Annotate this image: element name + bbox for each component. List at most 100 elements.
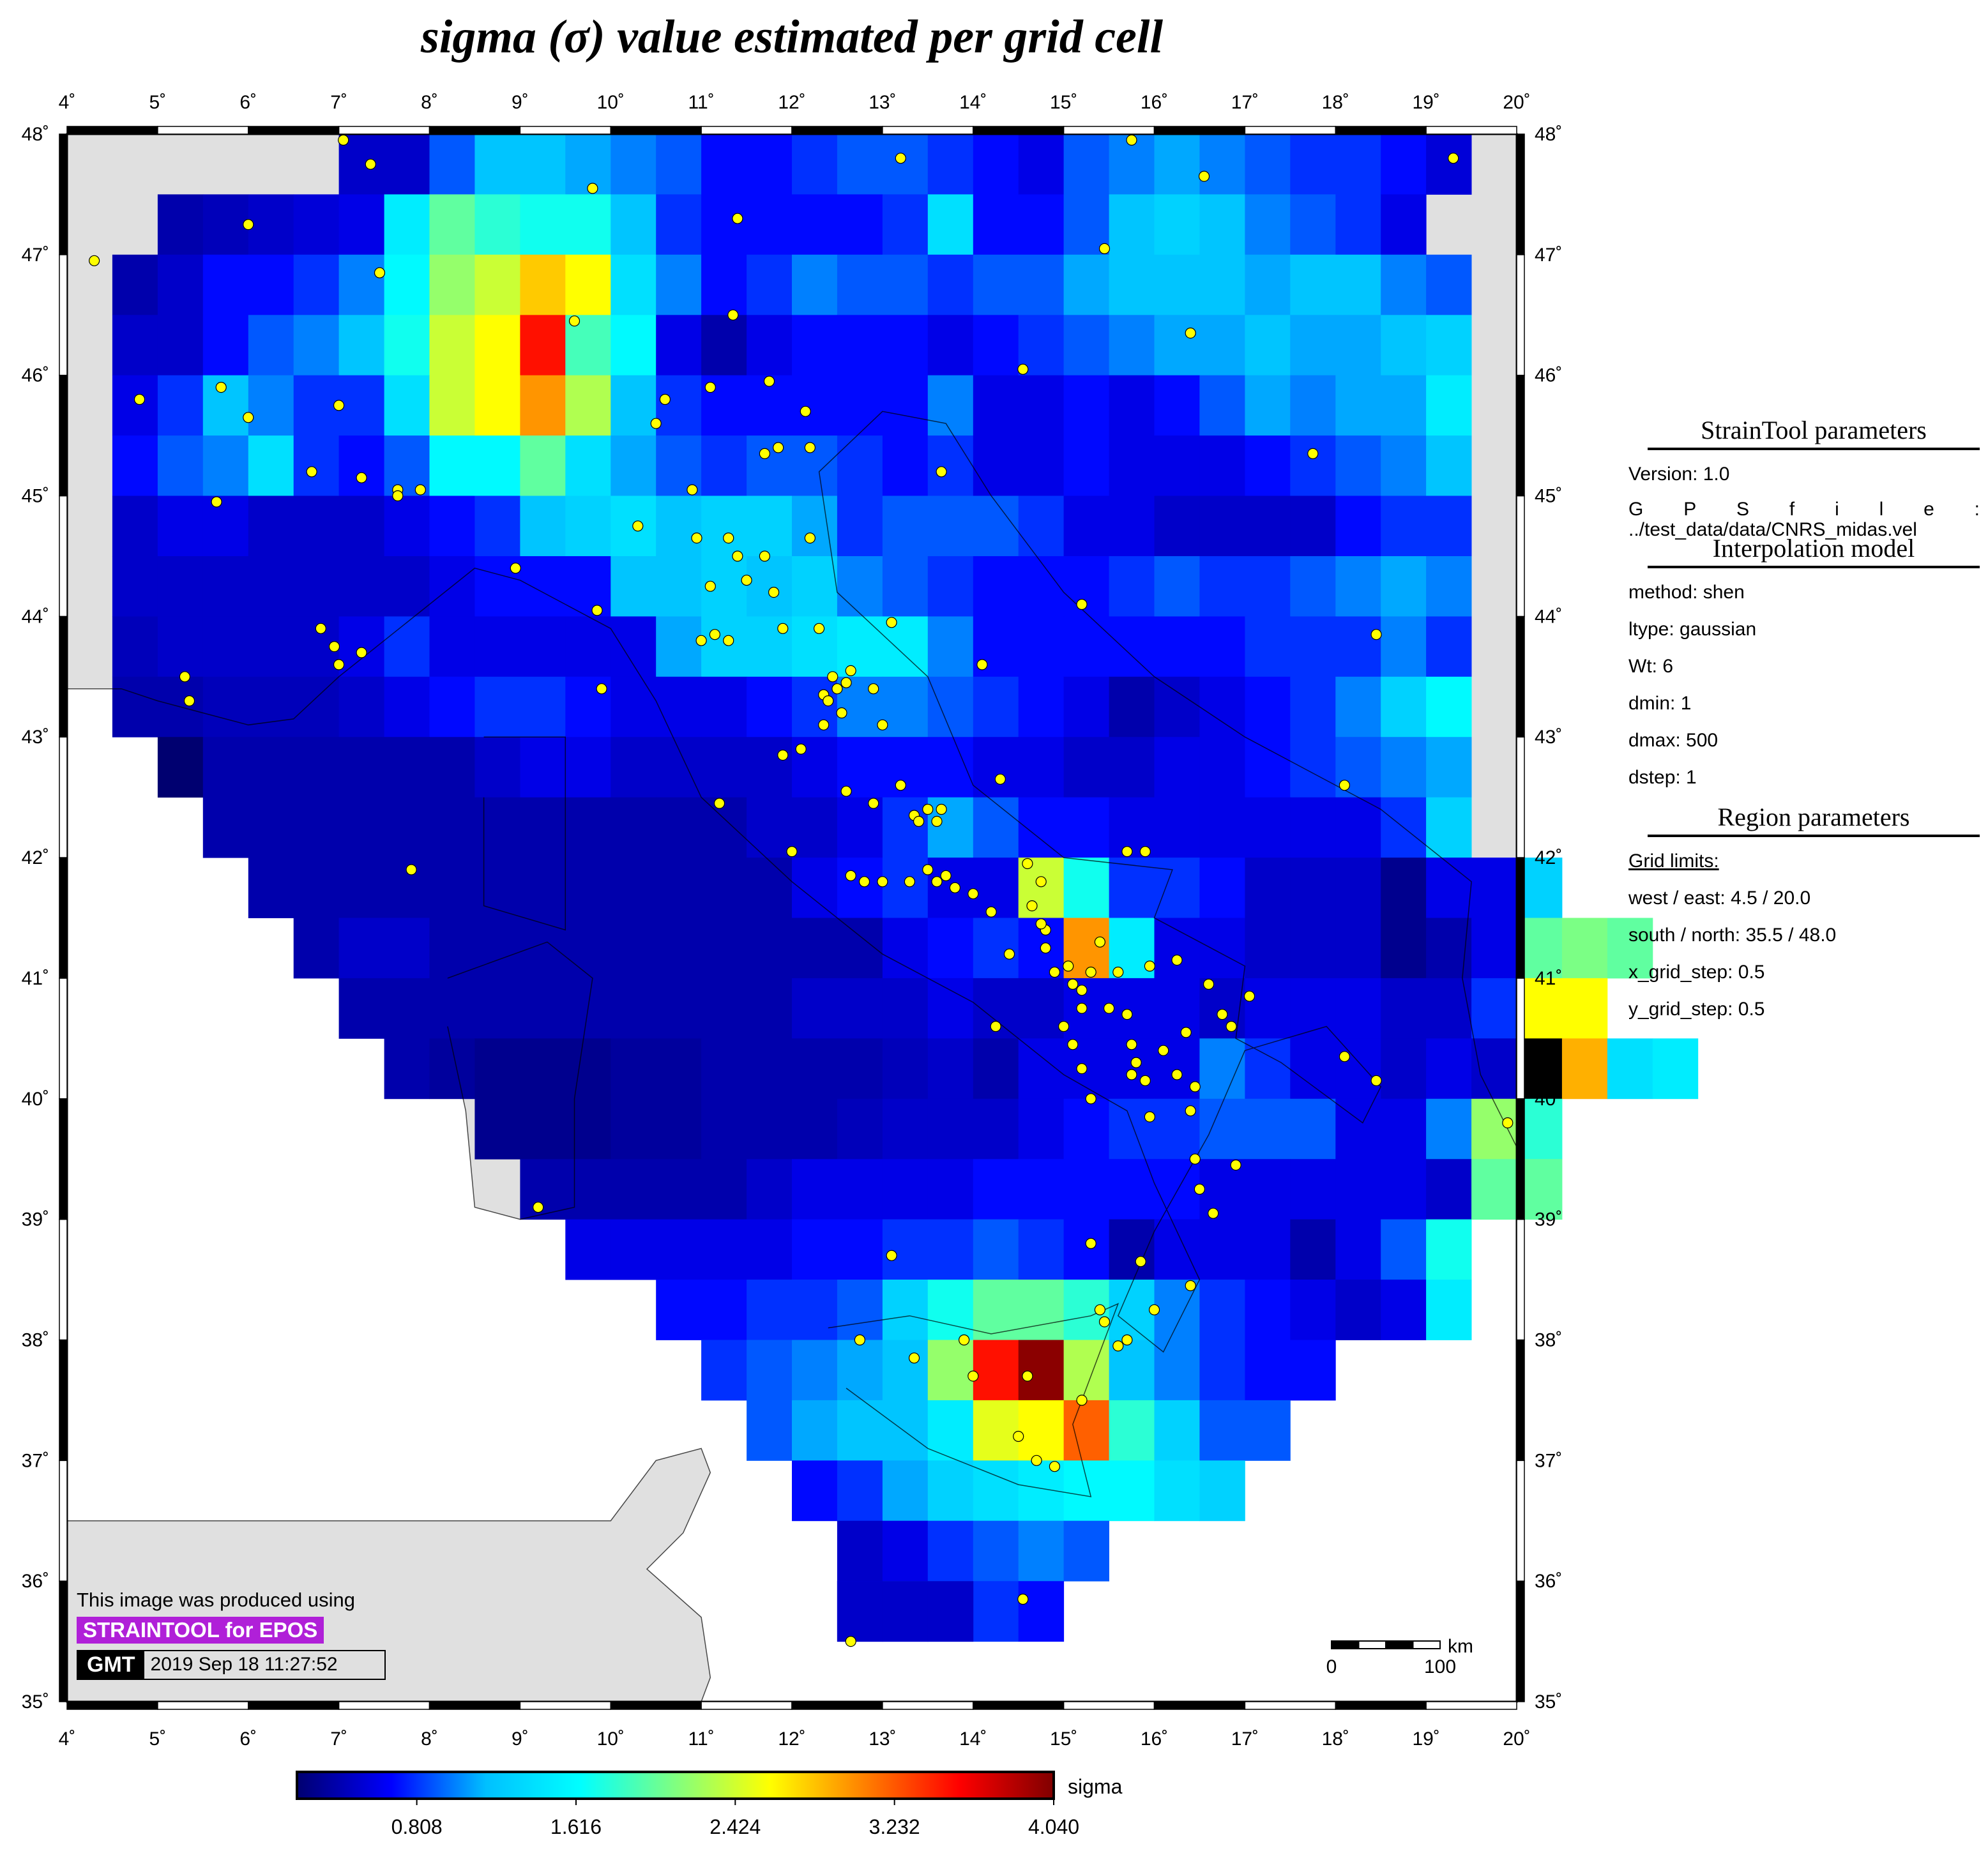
gps-station-marker xyxy=(768,586,780,598)
grid-cell xyxy=(611,797,656,858)
grid-cell xyxy=(973,918,1019,979)
grid-cell xyxy=(1063,737,1109,798)
grid-cell xyxy=(157,616,204,677)
grid-cell xyxy=(927,435,974,496)
frame-top-segment xyxy=(66,126,158,135)
grid-cell xyxy=(1426,1280,1472,1340)
gps-station-marker xyxy=(1003,948,1015,960)
grid-cell xyxy=(701,495,747,557)
grid-cell xyxy=(701,676,747,737)
gps-station-marker xyxy=(1144,1111,1156,1123)
lon-tick-label: 9˚ xyxy=(512,1728,529,1750)
gps-station-marker xyxy=(1103,1002,1115,1014)
grid-cell xyxy=(1109,1098,1155,1160)
grid-cell xyxy=(1290,616,1336,677)
grid-cell xyxy=(1381,737,1427,798)
grid-cell xyxy=(927,676,974,737)
lat-tick-label: 39˚ xyxy=(22,1209,49,1230)
gps-station-marker xyxy=(1339,1051,1350,1063)
gps-station-marker xyxy=(1076,985,1088,996)
grid-cell xyxy=(792,1460,838,1522)
gps-station-marker xyxy=(773,442,784,453)
gps-station-marker xyxy=(777,623,789,634)
gps-station-marker xyxy=(1185,1280,1196,1292)
grid-cell xyxy=(1245,978,1291,1039)
grid-cell xyxy=(1381,616,1427,677)
sigma-grid xyxy=(112,134,1699,1642)
colorbar-tick-label: 0.808 xyxy=(391,1815,443,1838)
gps-station-marker xyxy=(1085,966,1096,978)
grid-cell xyxy=(927,1460,974,1522)
grid-cell xyxy=(1154,616,1200,677)
frame-right-segment xyxy=(1516,1580,1525,1702)
grid-cell xyxy=(520,978,566,1039)
grid-cell xyxy=(973,1581,1019,1642)
grid-cell xyxy=(927,737,974,798)
grid-cell xyxy=(701,1219,747,1280)
grid-cell xyxy=(882,918,929,979)
lon-tick-label: 14˚ xyxy=(959,92,987,113)
grid-cell xyxy=(565,435,611,496)
gps-station-marker xyxy=(1035,876,1047,888)
grid-cell xyxy=(248,858,294,918)
grid-cell xyxy=(520,435,566,496)
frame-right-segment xyxy=(1516,1218,1525,1341)
grid-cell xyxy=(384,1038,430,1100)
lon-tick-label: 11˚ xyxy=(688,1728,715,1750)
grid-cell xyxy=(474,254,520,315)
grid-cell xyxy=(520,495,566,557)
gps-station-marker xyxy=(1217,1008,1228,1020)
map-title: sigma (σ) value estimated per grid cell xyxy=(420,11,1164,63)
lat-tick-label: 35˚ xyxy=(22,1691,49,1713)
grid-cell xyxy=(112,435,158,496)
lat-tick-label: 37˚ xyxy=(1535,1450,1562,1471)
grid-cell xyxy=(1018,1098,1065,1160)
grid-cell xyxy=(1290,315,1336,376)
grid-cell xyxy=(384,315,430,376)
grid-cell xyxy=(1471,858,1517,918)
grid-cell xyxy=(1426,797,1472,858)
frame-left-segment xyxy=(59,1580,68,1702)
frame-left-segment xyxy=(59,374,68,497)
grid-cell xyxy=(973,1400,1019,1461)
grid-cell xyxy=(248,194,294,255)
grid-cell xyxy=(202,797,249,858)
gps-station-marker xyxy=(1076,1002,1088,1014)
grid-cell xyxy=(293,375,340,436)
gps-station-marker xyxy=(1198,170,1210,182)
grid-cell xyxy=(1063,616,1109,677)
grid-cell xyxy=(611,254,656,315)
grid-cell xyxy=(792,254,838,315)
grid-cell xyxy=(157,194,204,255)
gps-station-marker xyxy=(854,1334,866,1346)
gps-station-marker xyxy=(510,563,521,574)
grid-cell xyxy=(1245,1280,1291,1340)
grid-cell xyxy=(792,1400,838,1461)
grid-cell xyxy=(1290,134,1336,195)
grid-cell xyxy=(1154,978,1200,1039)
grid-cell xyxy=(837,1280,883,1340)
grid-cell xyxy=(384,676,430,737)
grid-cell xyxy=(927,254,974,315)
gps-station-marker xyxy=(1094,936,1106,948)
grid-cell xyxy=(837,1340,883,1401)
grid-cell xyxy=(1335,616,1381,677)
grid-cell xyxy=(1063,1219,1109,1280)
interpolation-model-heading: Interpolation model xyxy=(1648,533,1980,568)
gps-station-marker xyxy=(1158,1045,1169,1056)
grid-cell xyxy=(973,375,1019,436)
grid-cell xyxy=(565,797,611,858)
grid-cell xyxy=(293,254,340,315)
grid-cell xyxy=(656,616,702,677)
grid-cell xyxy=(1290,1038,1336,1100)
frame-bottom-segment xyxy=(429,1701,521,1710)
grid-cell xyxy=(1561,978,1608,1039)
lon-tick-label: 12˚ xyxy=(778,1728,805,1750)
frame-bottom-segment xyxy=(157,1701,249,1710)
grid-cell xyxy=(747,435,793,496)
grid-cell xyxy=(1018,134,1065,195)
grid-cell xyxy=(927,1219,974,1280)
grid-cell xyxy=(565,254,611,315)
grid-cell xyxy=(837,1219,883,1280)
